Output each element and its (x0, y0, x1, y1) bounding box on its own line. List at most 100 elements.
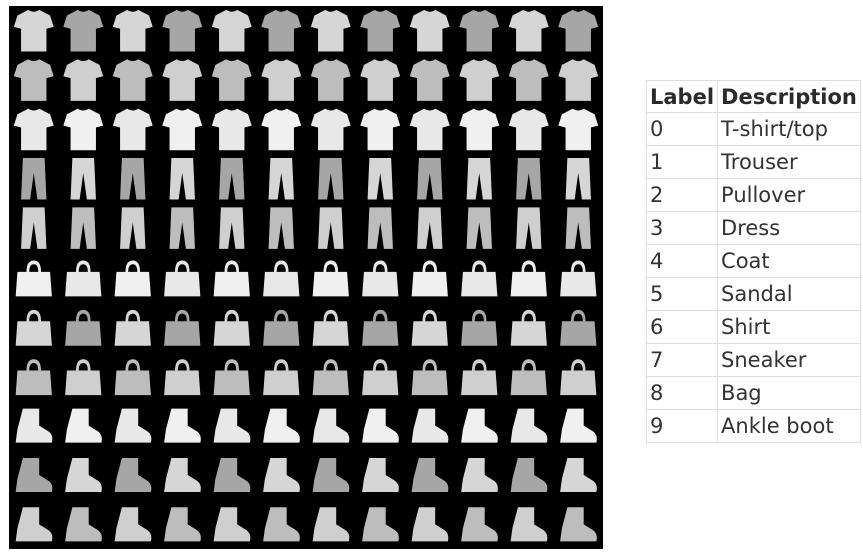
sample-image-bag (411, 309, 448, 346)
sample-image-t-shirt-top (211, 9, 252, 52)
sample-image-t-shirt-top (459, 9, 500, 52)
sample-image-ankle-boot (114, 457, 152, 492)
sample-image-bag (510, 359, 547, 396)
sample-image-ankle-boot (560, 457, 597, 492)
sample-image-bag (263, 309, 300, 346)
sample-image-bag (312, 260, 349, 297)
cell-description: Trouser (717, 145, 861, 179)
sample-image-ankle-boot (362, 507, 399, 542)
sample-image-trouser (565, 157, 591, 200)
sample-image-bag (15, 260, 52, 297)
sample-image-ankle-boot (213, 457, 251, 492)
sample-image-ankle-boot (65, 457, 102, 492)
cell-label: 0 (645, 112, 719, 146)
sample-image-trouser (516, 207, 542, 249)
sample-image-t-shirt-top (459, 59, 500, 101)
cell-description: Ankle boot (717, 409, 861, 443)
label-table-container: Label Description 0 T-shirt/top 1 Trouser … (645, 80, 861, 443)
cell-description: Bag (717, 376, 861, 410)
sample-image-trouser (120, 157, 146, 200)
sample-image-t-shirt-top (310, 9, 351, 52)
sample-image-bag (560, 309, 597, 346)
sample-image-t-shirt-top (409, 9, 450, 52)
table-row: 4 Coat (645, 244, 861, 278)
table-row: 9 Ankle boot (645, 409, 861, 443)
sample-image-ankle-boot (461, 408, 498, 443)
sample-image-ankle-boot (510, 507, 548, 542)
sample-image-trouser (219, 157, 245, 200)
sample-image-ankle-boot (164, 408, 201, 443)
table-row: 6 Shirt (645, 310, 861, 344)
sample-image-ankle-boot (114, 507, 152, 542)
sample-image-t-shirt-top (211, 59, 252, 101)
sample-image-t-shirt-top (508, 59, 549, 101)
sample-image-ankle-boot (15, 408, 53, 443)
cell-label: 2 (645, 178, 719, 212)
sample-image-ankle-boot (510, 457, 548, 492)
sample-image-trouser (169, 207, 195, 249)
cell-description: Coat (717, 244, 861, 278)
cell-label: 7 (645, 343, 719, 377)
sample-image-trouser (367, 157, 393, 200)
sample-image-bag (461, 359, 498, 396)
table-row: 5 Sandal (645, 277, 861, 311)
sample-image-t-shirt-top (162, 108, 203, 151)
sample-image-bag (213, 359, 250, 396)
sample-image-bag (15, 359, 52, 396)
sample-image-bag (15, 309, 52, 346)
sample-image-bag (114, 359, 151, 396)
sample-image-t-shirt-top (162, 59, 203, 101)
sample-image-ankle-boot (65, 408, 102, 443)
sample-image-trouser (516, 157, 542, 200)
table-header-row: Label Description (645, 80, 861, 113)
sample-image-trouser (21, 157, 47, 200)
sample-image-trouser (565, 207, 591, 249)
sample-image-t-shirt-top (261, 59, 302, 101)
sample-image-bag (213, 260, 250, 297)
sample-image-bag (312, 359, 349, 396)
sample-image-ankle-boot (15, 507, 53, 542)
sample-image-ankle-boot (164, 457, 201, 492)
sample-image-bag (312, 309, 349, 346)
sample-image-bag (263, 359, 300, 396)
sample-image-trouser (70, 207, 96, 249)
sample-image-bag (263, 260, 300, 297)
sample-image-t-shirt-top (63, 9, 104, 52)
sample-image-ankle-boot (411, 507, 449, 542)
sample-image-ankle-boot (114, 408, 152, 443)
sample-image-t-shirt-top (558, 59, 599, 101)
sample-image-t-shirt-top (261, 108, 302, 151)
cell-label: 1 (645, 145, 719, 179)
sample-image-t-shirt-top (558, 108, 599, 151)
sample-image-trouser (268, 157, 294, 200)
label-description-table: Label Description 0 T-shirt/top 1 Trouser … (645, 80, 861, 443)
sample-image-bag (65, 309, 102, 346)
sample-image-ankle-boot (560, 507, 597, 542)
sample-image-t-shirt-top (112, 59, 153, 101)
sample-image-trouser (70, 157, 96, 200)
cell-description: T-shirt/top (717, 112, 861, 146)
sample-image-trouser (466, 207, 492, 249)
sample-image-t-shirt-top (63, 59, 104, 101)
sample-image-bag (510, 260, 547, 297)
sample-image-t-shirt-top (459, 108, 500, 151)
cell-label: 5 (645, 277, 719, 311)
sample-image-trouser (417, 157, 443, 200)
sample-image-t-shirt-top (409, 59, 450, 101)
sample-image-ankle-boot (15, 457, 53, 492)
sample-image-bag (560, 359, 597, 396)
sample-image-ankle-boot (411, 408, 449, 443)
sample-image-t-shirt-top (112, 108, 153, 151)
sample-images-canvas (13, 9, 599, 542)
table-row: 8 Bag (645, 376, 861, 410)
cell-description: Sneaker (717, 343, 861, 377)
sample-image-bag (461, 309, 498, 346)
sample-image-ankle-boot (164, 507, 201, 542)
sample-image-bag (362, 309, 399, 346)
sample-image-ankle-boot (312, 408, 350, 443)
cell-label: 9 (645, 409, 719, 443)
sample-image-bag (362, 260, 399, 297)
sample-image-trouser (268, 207, 294, 249)
sample-image-t-shirt-top (112, 9, 153, 52)
cell-description: Shirt (717, 310, 861, 344)
